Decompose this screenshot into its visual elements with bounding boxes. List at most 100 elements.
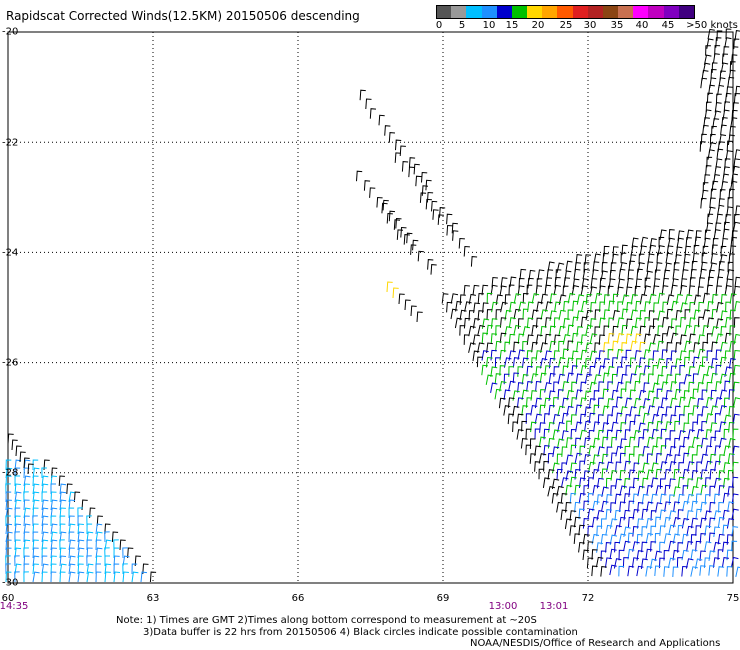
wind-barb	[650, 510, 657, 521]
wind-barb	[678, 430, 686, 441]
wind-barb	[598, 334, 606, 346]
wind-barb	[655, 453, 663, 464]
wind-barb	[472, 350, 480, 362]
wind-barb	[593, 404, 600, 416]
wind-barb	[713, 541, 721, 553]
wind-barb	[605, 494, 613, 505]
wind-barb	[589, 350, 598, 362]
wind-barb	[86, 547, 93, 559]
wind-barb	[666, 245, 674, 256]
wind-barb	[543, 460, 550, 472]
wind-barb	[50, 539, 58, 551]
wind-barb	[672, 517, 681, 528]
wind-barb	[657, 292, 665, 304]
wind-barb	[687, 396, 696, 408]
wind-barb	[534, 445, 542, 457]
lon-label-72: 72	[581, 593, 595, 604]
wind-barb	[691, 436, 700, 448]
wind-barb	[720, 62, 729, 73]
wind-barb	[573, 516, 581, 528]
wind-barb	[517, 349, 525, 360]
wind-barb	[648, 342, 656, 353]
wind-barb	[728, 69, 736, 81]
wind-barb	[522, 326, 531, 337]
wind-barb	[491, 276, 498, 288]
wind-barb	[703, 174, 711, 185]
wind-barb	[584, 254, 592, 265]
wind-barb	[679, 364, 686, 376]
wind-barb	[666, 326, 674, 337]
wind-barb	[566, 390, 574, 401]
wind-barb	[666, 294, 675, 305]
wind-barb	[721, 53, 729, 65]
wind-barb	[673, 454, 681, 465]
wind-barb	[614, 509, 622, 521]
wind-barb	[727, 469, 734, 481]
wind-barb	[605, 524, 613, 536]
wind-barb	[575, 254, 583, 265]
wind-barb	[513, 341, 520, 353]
wind-barb	[601, 500, 609, 512]
wind-barb	[602, 358, 610, 369]
wind-barb	[683, 253, 691, 265]
wind-barb	[670, 381, 677, 392]
wind-barb	[669, 461, 677, 472]
wind-barb	[555, 269, 562, 280]
wind-barb	[709, 453, 717, 465]
wind-barb	[552, 414, 560, 425]
wind-barb	[556, 501, 564, 513]
wind-barb	[543, 413, 550, 424]
wind-barb	[645, 548, 653, 560]
wind-barb	[724, 285, 732, 296]
wind-barb	[530, 390, 538, 401]
colorbar-tick-label: 35	[610, 20, 624, 31]
wind-barb	[587, 541, 594, 552]
wind-barb	[705, 101, 712, 113]
note-line-2: 3)Data buffer is 22 hrs from 20150506 4)…	[143, 627, 578, 638]
wind-barb	[543, 397, 551, 409]
wind-barb	[714, 102, 722, 113]
wind-barb	[694, 236, 701, 248]
wind-barb	[531, 341, 538, 353]
wind-barb	[647, 390, 655, 402]
wind-barb	[714, 445, 721, 456]
wind-barb	[639, 293, 648, 305]
wind-barb	[59, 515, 66, 527]
wind-barb	[463, 245, 470, 257]
wind-barb	[589, 381, 597, 393]
wind-barb	[579, 397, 587, 408]
wind-barb	[614, 493, 622, 505]
wind-barb	[554, 276, 561, 288]
wind-barb	[643, 365, 651, 376]
wind-barb	[654, 565, 661, 577]
wind-barb	[596, 525, 603, 537]
wind-barb	[633, 462, 640, 474]
wind-barb	[503, 357, 512, 368]
wind-barb	[89, 507, 96, 519]
wind-barb	[539, 358, 548, 369]
wind-barb	[674, 358, 682, 369]
wind-barb	[526, 350, 533, 361]
wind-barb	[620, 422, 627, 433]
wind-barb	[727, 197, 734, 208]
wind-barb	[718, 485, 725, 496]
wind-barb	[678, 462, 685, 473]
wind-barb	[540, 293, 548, 305]
wind-barb	[684, 294, 693, 305]
wind-barb	[512, 421, 519, 433]
wind-barb	[686, 493, 695, 505]
wind-barb	[543, 445, 550, 456]
wind-barb	[588, 445, 596, 457]
wind-barb	[73, 491, 81, 503]
wind-barb	[104, 547, 110, 559]
wind-barb	[597, 414, 604, 425]
wind-barb	[446, 213, 453, 225]
wind-barb	[566, 420, 572, 432]
wind-barb	[707, 149, 715, 160]
wind-barb	[593, 390, 600, 401]
wind-barb	[706, 284, 713, 296]
wind-barb	[633, 414, 641, 425]
wind-barb	[512, 405, 520, 417]
wind-barb	[50, 547, 57, 559]
wind-barb	[576, 341, 583, 352]
